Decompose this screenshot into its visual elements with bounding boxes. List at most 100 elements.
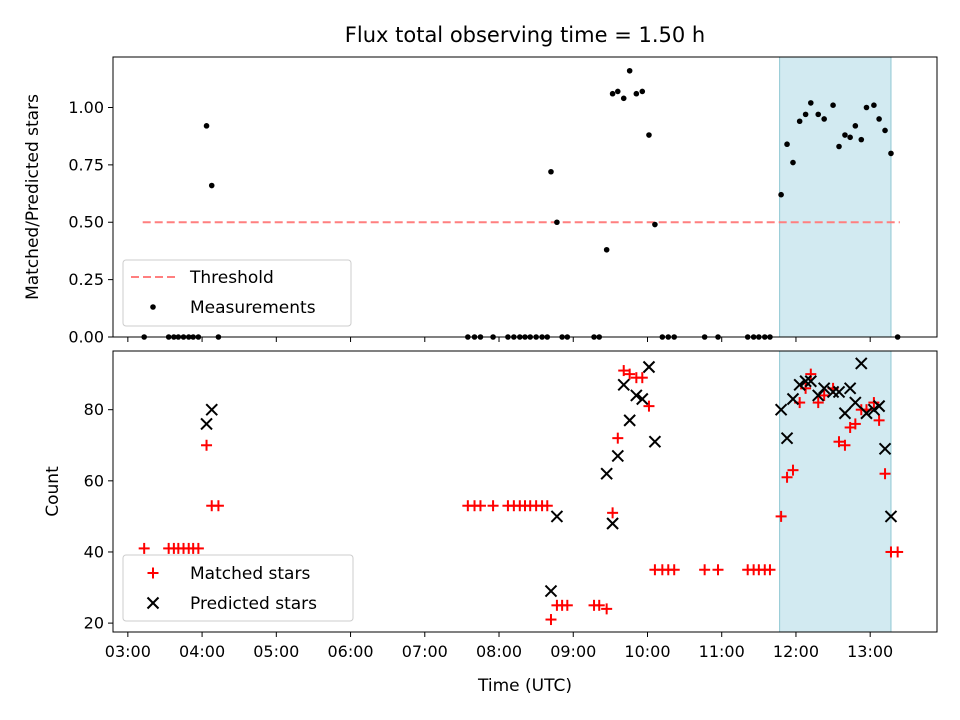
matched-star-point: [818, 389, 830, 401]
measurement-point: [842, 132, 848, 138]
legend-measurements-label: Measurements: [190, 298, 316, 318]
matched-star-point: [879, 468, 891, 480]
matched-star-point: [849, 418, 861, 430]
predicted-star-point: [617, 378, 630, 391]
predicted-star-point: [786, 392, 800, 406]
legend-plus-marker: [147, 567, 159, 579]
matched-star-point: [787, 464, 799, 476]
matched-star-point: [138, 542, 150, 554]
matched-star-point: [192, 542, 204, 554]
x-stroke-b: [872, 399, 886, 413]
matched-star-point: [775, 510, 787, 522]
ratio-legend-box: [122, 259, 352, 327]
x-tick-label: 05:00: [253, 642, 299, 661]
measurement-point: [609, 90, 616, 97]
legend-predicted-label: Predicted stars: [190, 594, 317, 614]
observing-window-shade: [779, 56, 892, 338]
measurement-point: [830, 102, 836, 108]
legend-measurements-swatch: [150, 304, 156, 310]
measurement-point: [852, 123, 859, 129]
measurement-point: [603, 246, 610, 253]
measurement-point: [633, 90, 640, 97]
x-tick-label: 09:00: [550, 642, 596, 661]
y-tick-label: 20: [84, 614, 104, 633]
measurement-point: [796, 118, 803, 125]
x-tick-label: 03:00: [105, 642, 151, 661]
matched-star-point: [201, 439, 213, 451]
predicted-star-point: [623, 414, 636, 427]
matched-star-point: [541, 500, 553, 512]
legend-threshold-label: Threshold: [189, 268, 274, 288]
y-tick-label: 0.25: [68, 270, 104, 289]
count-panel: 20 40 60 80 03:00 04:00 05:00 06:00 07:00 08:00 09…: [43, 350, 938, 696]
measurement-point: [847, 134, 853, 141]
chart-title: Flux total observing time = 1.50 h: [345, 23, 705, 47]
observing-window-shade: [779, 350, 892, 633]
predicted-star-point: [611, 449, 624, 463]
x-stroke-b: [623, 414, 636, 427]
matched-star-point: [668, 564, 680, 576]
y-tick-label: 60: [84, 471, 104, 490]
y-tick-label: 40: [84, 542, 104, 561]
matched-star-point: [601, 603, 613, 615]
predicted-star-point: [855, 357, 868, 370]
measurement-point: [821, 116, 827, 122]
x-stroke-b: [860, 407, 873, 420]
matched-star-point: [636, 372, 648, 384]
measurement-point: [614, 88, 621, 95]
matched-star-point: [839, 439, 851, 451]
measurement-point: [802, 111, 809, 118]
predicted-star-point: [838, 407, 852, 420]
x-stroke-b: [799, 375, 812, 388]
matched-star-point: [892, 546, 904, 558]
measurement-point: [871, 102, 877, 108]
legend-matched-swatch: [147, 567, 159, 579]
matched-star-point: [643, 400, 655, 412]
y-tick-label: 80: [84, 400, 104, 419]
matched-star-point: [487, 500, 499, 512]
measurement-point: [548, 168, 554, 175]
predicted-star-point: [817, 382, 831, 395]
predicted-star-point: [648, 435, 662, 448]
matched-star-point: [812, 397, 824, 409]
predicted-star-point: [636, 392, 649, 406]
predicted-star-point: [606, 517, 619, 530]
x-stroke-b: [630, 389, 643, 402]
ratio-legend: Threshold Measurements: [122, 259, 352, 327]
x-stroke-b: [600, 467, 613, 480]
measurement-point: [620, 95, 627, 102]
x-stroke-b: [817, 382, 831, 395]
matched-star-point: [764, 564, 776, 576]
measurement-point: [876, 116, 882, 122]
measurement-point: [790, 159, 796, 166]
ratio-panel: 0.00 0.25 0.50 0.75 1.00 Flux total observin…: [23, 23, 938, 347]
x-tick-label: 12:00: [773, 642, 819, 661]
measurement-point: [203, 123, 210, 129]
measurement-point: [815, 111, 822, 118]
matched-star-point: [805, 368, 817, 380]
x-tick-label: 06:00: [327, 642, 373, 661]
predicted-star-point: [849, 396, 862, 409]
matched-star-point: [212, 500, 224, 512]
matched-star-point: [712, 564, 724, 576]
x-stroke-b: [550, 510, 564, 523]
measurement-point: [208, 182, 215, 189]
predicted-star-point: [630, 389, 643, 402]
predicted-star-point: [867, 403, 881, 416]
x-stroke-b: [780, 431, 794, 445]
measurement-point: [652, 221, 658, 228]
predicted-star-point: [205, 403, 218, 416]
ratio-plot-frame: [112, 56, 938, 338]
matched-star-point: [618, 365, 630, 377]
x-stroke-b: [867, 403, 881, 416]
count-y-axis-label: Count: [43, 466, 63, 517]
measurement-point: [808, 100, 814, 106]
measurement-point: [639, 88, 646, 95]
x-stroke-b: [832, 385, 846, 399]
x-tick-label: 13:00: [847, 642, 893, 661]
measurement-point: [784, 141, 790, 148]
predicted-star-point: [600, 467, 613, 480]
y-tick-label: 1.00: [68, 98, 104, 117]
x-tick-label: 11:00: [699, 642, 745, 661]
count-legend-box: [122, 554, 354, 622]
